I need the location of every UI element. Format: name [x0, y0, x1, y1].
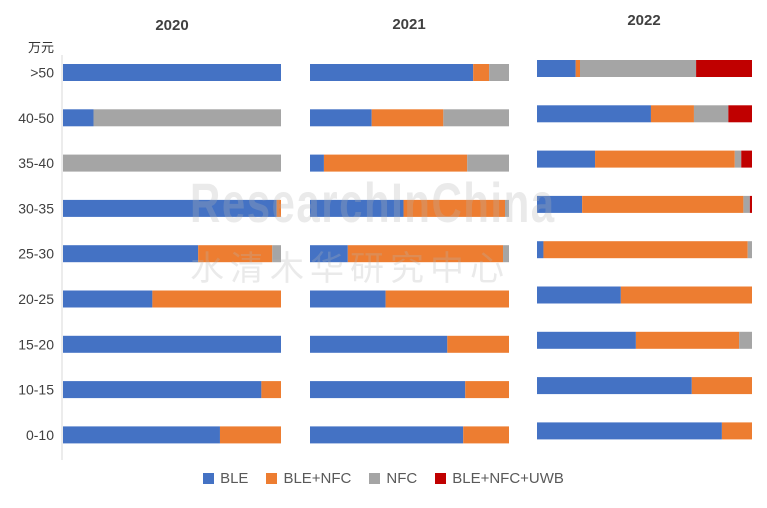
- legend-item-ble-nfc-uwb: BLE+NFC+UWB: [435, 470, 564, 487]
- bar-2022-gt-50-ble-nfc-uwb: [696, 60, 752, 77]
- bar-2022-40-50-ble: [537, 105, 651, 123]
- bar-2022-0-10-ble: [537, 422, 722, 440]
- bar-2020-0-10-ble: [63, 426, 220, 444]
- bar-2021-15-20-ble-nfc: [447, 335, 509, 353]
- bar-2020-40-50-nfc: [93, 109, 282, 127]
- bar-2021-10-15-ble: [310, 381, 466, 399]
- legend-swatch-ble-nfc-uwb: [435, 472, 447, 484]
- tick-label-10-15: 10-15: [18, 382, 54, 398]
- bar-2020-30-35-ble-nfc: [276, 199, 281, 217]
- bar-2022-35-40-ble: [537, 150, 596, 168]
- y-unit-label: 万元: [28, 40, 54, 55]
- bar-2022-25-30-ble-nfc: [543, 241, 748, 259]
- tick-label-30-35: 30-35: [18, 200, 54, 216]
- bar-2020-25-30-ble-nfc: [198, 245, 273, 263]
- tick-label-0-10: 0-10: [26, 427, 54, 443]
- bar-2022-30-35-ble-nfc-uwb: [749, 195, 752, 213]
- bar-2022-40-50-ble-nfc: [650, 105, 694, 123]
- bar-2021-0-10-ble: [310, 426, 464, 444]
- bar-2022-0-10-ble-nfc: [721, 422, 752, 440]
- bar-2020-40-50-ble: [63, 109, 94, 127]
- legend-item-nfc: NFC: [369, 470, 417, 487]
- bar-2020-25-30-ble: [63, 245, 199, 263]
- bar-2021-10-15-ble-nfc: [465, 381, 509, 399]
- bar-2021-gt-50-ble-nfc: [473, 64, 490, 81]
- bar-2022-35-40-nfc: [734, 150, 742, 168]
- tick-label-gt-50: >50: [30, 65, 54, 81]
- bar-2020-10-15-ble: [63, 381, 262, 399]
- legend-label-nfc: NFC: [386, 469, 418, 487]
- legend-label-ble-nfc-uwb: BLE+NFC+UWB: [452, 469, 564, 487]
- bar-2021-25-30-nfc: [503, 245, 509, 263]
- bar-2020-25-30-nfc: [272, 245, 281, 263]
- bar-2020-15-20-ble: [63, 335, 281, 353]
- legend-item-ble-nfc: BLE+NFC: [266, 470, 351, 487]
- bar-2020-0-10-ble-nfc: [219, 426, 281, 444]
- bar-2022-30-35-ble: [537, 195, 583, 213]
- panel-title-2022: 2022: [627, 12, 660, 29]
- bar-2021-35-40-ble-nfc: [323, 154, 468, 172]
- bar-2021-gt-50-nfc: [489, 64, 509, 81]
- tick-label-25-30: 25-30: [18, 246, 54, 262]
- bar-2021-15-20-ble: [310, 335, 448, 353]
- bar-2020-35-40-nfc: [63, 154, 281, 172]
- legend-swatch-nfc: [369, 472, 381, 484]
- bar-2022-40-50-ble-nfc-uwb: [728, 105, 752, 123]
- bar-2022-30-35-nfc: [743, 195, 750, 213]
- bar-2022-25-30-ble: [537, 241, 544, 259]
- bar-2022-15-20-ble: [537, 331, 636, 349]
- bar-2021-30-35-ble: [310, 199, 404, 217]
- bar-2022-35-40-ble-nfc: [595, 150, 735, 168]
- bar-2021-20-25-ble-nfc: [385, 290, 509, 308]
- bar-2020-30-35-ble: [63, 199, 277, 217]
- bar-2020-gt-50-ble: [63, 64, 281, 81]
- bar-2022-gt-50-ble: [537, 60, 576, 77]
- bar-2021-gt-50-ble: [310, 64, 474, 81]
- bar-2020-20-25-ble: [63, 290, 153, 308]
- bar-2022-30-35-ble-nfc: [582, 195, 744, 213]
- panel-title-2020: 2020: [155, 17, 188, 34]
- bar-2021-0-10-ble-nfc: [463, 426, 509, 444]
- bar-2021-35-40-nfc: [467, 154, 509, 172]
- bar-2021-35-40-ble: [310, 154, 324, 172]
- bar-2021-40-50-ble: [310, 109, 372, 127]
- legend-swatch-ble-nfc: [266, 472, 278, 484]
- bar-2021-30-35-nfc: [505, 199, 509, 217]
- tick-label-20-25: 20-25: [18, 291, 54, 307]
- bar-2020-20-25-ble-nfc: [152, 290, 281, 308]
- bar-2021-20-25-ble: [310, 290, 386, 308]
- bar-2022-40-50-nfc: [693, 105, 729, 123]
- legend-label-ble: BLE: [220, 469, 249, 487]
- bar-2020-10-15-ble-nfc: [261, 381, 281, 399]
- tick-label-15-20: 15-20: [18, 336, 54, 352]
- legend-swatch-ble: [203, 472, 215, 484]
- panel-title-2021: 2021: [392, 16, 425, 33]
- bar-2021-25-30-ble: [310, 245, 348, 263]
- bar-2022-15-20-nfc: [739, 331, 752, 349]
- legend: BLE BLE+NFC NFC BLE+NFC+UWB: [0, 466, 767, 490]
- legend-label-ble-nfc: BLE+NFC: [283, 469, 352, 487]
- tick-label-40-50: 40-50: [18, 110, 54, 126]
- bar-2022-10-15-ble: [537, 377, 692, 395]
- bar-2021-25-30-ble-nfc: [347, 245, 504, 263]
- bar-2022-20-25-ble-nfc: [620, 286, 752, 304]
- bar-2021-40-50-nfc: [443, 109, 509, 127]
- bar-2022-20-25-ble: [537, 286, 621, 304]
- bar-2022-gt-50-nfc: [580, 60, 697, 77]
- bar-2022-15-20-ble-nfc: [635, 331, 740, 349]
- bar-2022-gt-50-ble-nfc: [575, 60, 580, 77]
- tick-label-35-40: 35-40: [18, 155, 54, 171]
- bar-2021-40-50-ble-nfc: [371, 109, 444, 127]
- legend-item-ble: BLE: [203, 470, 248, 487]
- bar-2022-10-15-ble-nfc: [691, 377, 752, 395]
- bar-2021-30-35-ble-nfc: [403, 199, 506, 217]
- bar-2022-25-30-nfc: [747, 241, 752, 259]
- bar-2022-35-40-ble-nfc-uwb: [741, 150, 752, 168]
